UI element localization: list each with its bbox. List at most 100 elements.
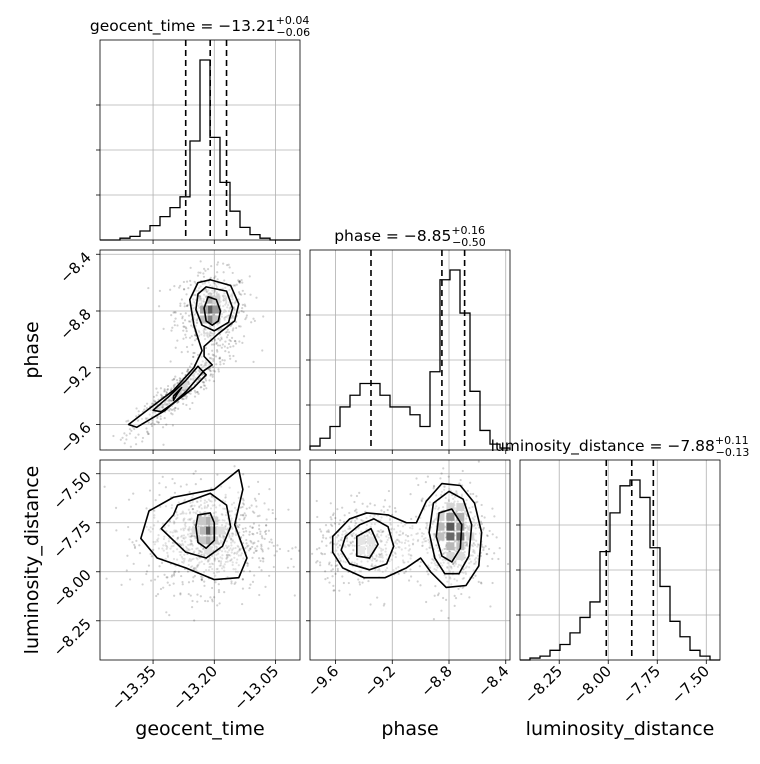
- scatter-point: [181, 512, 184, 515]
- scatter-point: [196, 565, 199, 569]
- scatter-point: [353, 570, 357, 573]
- scatter-point: [177, 501, 180, 504]
- scatter-point: [205, 387, 208, 390]
- scatter-point: [468, 528, 471, 532]
- scatter-point: [471, 554, 474, 557]
- scatter-point: [174, 383, 177, 386]
- scatter-point: [237, 280, 241, 283]
- scatter-point: [191, 565, 194, 568]
- scatter-point: [385, 566, 389, 570]
- scatter-point: [380, 553, 383, 556]
- scatter-point: [432, 484, 436, 488]
- scatter-point: [188, 336, 192, 339]
- scatter-point: [189, 266, 192, 269]
- scatter-point: [262, 315, 265, 318]
- scatter-point: [294, 546, 297, 549]
- scatter-point: [187, 592, 190, 596]
- scatter-point: [145, 525, 148, 529]
- scatter-point: [381, 556, 384, 559]
- scatter-point: [216, 473, 219, 476]
- scatter-point: [169, 389, 172, 392]
- scatter-point: [203, 562, 206, 566]
- scatter-point: [319, 561, 322, 564]
- contour-inner: [435, 508, 463, 563]
- scatter-point: [112, 434, 115, 438]
- scatter-point: [215, 546, 219, 549]
- scatter-point: [450, 565, 453, 569]
- scatter-point: [189, 392, 192, 395]
- scatter-point: [389, 528, 393, 531]
- scatter-point: [373, 514, 376, 517]
- scatter-point: [447, 498, 450, 501]
- scatter-point: [318, 547, 321, 550]
- scatter-point: [241, 303, 244, 306]
- scatter-point: [445, 598, 448, 601]
- scatter-point: [214, 282, 217, 285]
- scatter-point: [357, 527, 360, 530]
- scatter-point: [273, 554, 276, 557]
- scatter-point: [185, 395, 188, 398]
- scatter-point: [336, 546, 340, 549]
- scatter-point: [224, 286, 227, 289]
- scatter-point: [380, 516, 383, 519]
- scatter-point: [427, 528, 430, 531]
- scatter-point: [228, 288, 231, 291]
- scatter-point: [435, 569, 438, 572]
- scatter-point: [461, 520, 465, 523]
- scatter-point: [187, 380, 190, 383]
- scatter-point: [123, 432, 126, 435]
- density-cell: [212, 315, 221, 324]
- scatter-point: [341, 555, 344, 558]
- scatter-point: [474, 562, 477, 565]
- scatter-point: [439, 562, 442, 565]
- scatter-point: [225, 556, 228, 560]
- scatter-point: [166, 387, 169, 391]
- scatter-point: [214, 275, 217, 278]
- scatter-point: [230, 544, 233, 547]
- scatter-point: [193, 389, 196, 392]
- histogram-frame: [99, 39, 301, 241]
- scatter-point: [189, 594, 192, 597]
- scatter-point: [220, 485, 223, 488]
- density-cell: [198, 536, 207, 545]
- scatter-point: [202, 293, 206, 296]
- scatter-point: [236, 570, 239, 574]
- scatter-point: [242, 570, 245, 573]
- scatter-point: [188, 512, 191, 515]
- scatter-point: [159, 393, 163, 396]
- scatter-point: [230, 558, 233, 561]
- scatter-point: [443, 485, 446, 488]
- scatter-point: [183, 517, 186, 520]
- scatter-point: [209, 369, 212, 373]
- scatter-point: [408, 544, 411, 547]
- scatter-point: [238, 280, 242, 283]
- scatter-point: [212, 369, 215, 372]
- 2d-panel-luminosity_distance_vs_phase: −9.6 −9.2 −8.8 −8.4: [304, 459, 513, 701]
- scatter-point: [238, 340, 241, 343]
- scatter-point: [169, 547, 172, 550]
- scatter-point: [384, 543, 387, 547]
- scatter-point: [196, 274, 200, 277]
- scatter-point: [153, 411, 157, 414]
- scatter-point: [272, 544, 275, 548]
- scatter-point: [218, 356, 222, 359]
- scatter-point: [160, 561, 164, 565]
- scatter-point: [416, 580, 419, 583]
- density-cell: [366, 536, 375, 545]
- scatter-point: [213, 558, 216, 561]
- scatter-point: [223, 519, 226, 522]
- scatter-point: [188, 511, 192, 514]
- scatter-point: [237, 311, 241, 314]
- scatter-point: [181, 398, 184, 401]
- scatter-point: [230, 510, 233, 513]
- scatter-point: [472, 550, 475, 553]
- scatter-point: [425, 540, 428, 543]
- scatter-point: [372, 565, 375, 568]
- scatter-point: [343, 529, 347, 532]
- scatter-point: [226, 314, 229, 317]
- scatter-point: [229, 538, 233, 541]
- scatter-point: [239, 554, 243, 557]
- scatter-point: [172, 544, 175, 547]
- scatter-point: [427, 538, 430, 542]
- scatter-point: [162, 404, 165, 407]
